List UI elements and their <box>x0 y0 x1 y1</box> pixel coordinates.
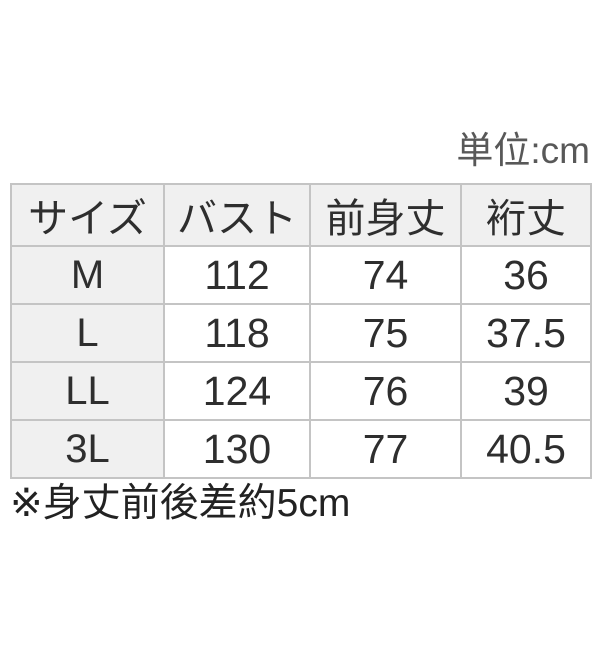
unit-label: 単位:cm <box>456 130 590 171</box>
cell-front-length: 77 <box>309 419 462 479</box>
table-row-l: L 118 75 37.5 <box>10 303 592 363</box>
row-header-size: L <box>10 303 165 363</box>
cell-bust: 112 <box>163 245 311 305</box>
cell-bust: 124 <box>163 361 311 421</box>
column-header-sleeve-length: 裄丈 <box>460 183 592 247</box>
column-header-bust: バスト <box>163 183 311 247</box>
cell-sleeve-length: 37.5 <box>460 303 592 363</box>
cell-bust: 118 <box>163 303 311 363</box>
cell-front-length: 74 <box>309 245 462 305</box>
table-row-m: M 112 74 36 <box>10 245 592 305</box>
row-header-size: M <box>10 245 165 305</box>
size-table: サイズ バスト 前身丈 裄丈 M 112 74 36 L 118 75 37.5… <box>10 183 592 479</box>
row-header-size: 3L <box>10 419 165 479</box>
table-header-row: サイズ バスト 前身丈 裄丈 <box>10 183 592 247</box>
cell-front-length: 76 <box>309 361 462 421</box>
table-row-ll: LL 124 76 39 <box>10 361 592 421</box>
row-header-size: LL <box>10 361 165 421</box>
cell-sleeve-length: 40.5 <box>460 419 592 479</box>
cell-bust: 130 <box>163 419 311 479</box>
column-header-size: サイズ <box>10 183 165 247</box>
column-header-front-length: 前身丈 <box>309 183 462 247</box>
footnote: ※身丈前後差約5cm <box>10 482 351 525</box>
table-row-3l: 3L 130 77 40.5 <box>10 419 592 479</box>
cell-sleeve-length: 39 <box>460 361 592 421</box>
cell-sleeve-length: 36 <box>460 245 592 305</box>
cell-front-length: 75 <box>309 303 462 363</box>
